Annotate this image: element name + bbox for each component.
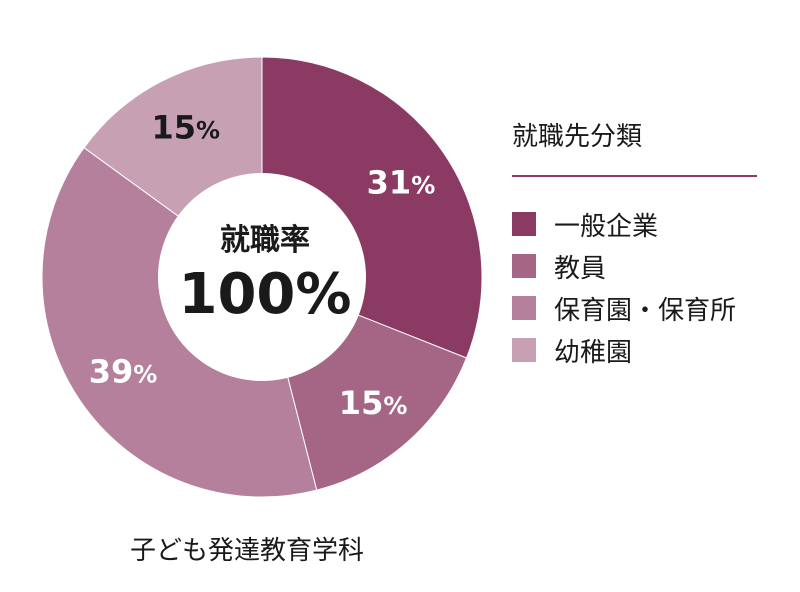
slice-labels-group: 31% 15% 39% 15% — [89, 108, 435, 422]
legend-label: 幼稚園 — [554, 337, 633, 368]
slice-label-2: 39% — [89, 352, 158, 390]
legend-swatch — [512, 296, 536, 320]
legend-label: 教員 — [554, 253, 607, 284]
legend-item-3: 幼稚園 — [512, 329, 757, 371]
legend-swatch — [512, 338, 536, 362]
legend-swatch — [512, 254, 536, 278]
legend-item-0: 一般企業 — [512, 203, 757, 245]
slice-label-3: 15% — [151, 108, 220, 146]
legend-item-2: 保育園・保育所 — [512, 287, 757, 329]
legend-label: 保育園・保育所 — [554, 295, 737, 326]
center-label: 就職率 — [220, 223, 310, 258]
legend-label: 一般企業 — [554, 211, 659, 242]
slice-label-0: 31% — [367, 164, 436, 202]
legend-item-1: 教員 — [512, 245, 757, 287]
legend-title: 就職先分類 — [512, 116, 757, 177]
chart-caption: 子ども発達教育学科 — [130, 536, 365, 566]
center-value: 100% — [178, 262, 351, 327]
legend-swatch — [512, 212, 536, 236]
legend: 就職先分類 一般企業 教員 保育園・保育所 幼稚園 — [512, 116, 757, 371]
slice-label-1: 15% — [339, 384, 408, 422]
donut-hole — [158, 173, 366, 381]
